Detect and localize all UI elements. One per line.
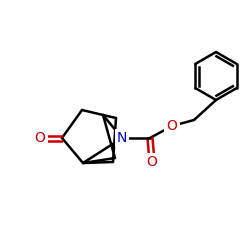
Text: O: O [146, 155, 158, 169]
Text: O: O [34, 131, 46, 145]
Text: N: N [117, 131, 127, 145]
Text: O: O [166, 119, 177, 133]
